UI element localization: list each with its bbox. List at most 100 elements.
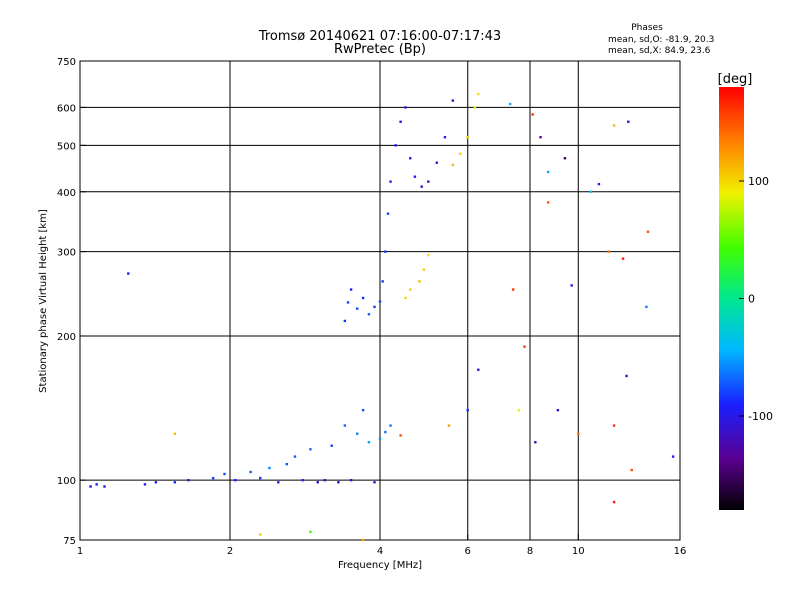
data-point (173, 432, 177, 435)
x-axis-label: Frequency [MHz] (338, 560, 422, 571)
data-point (466, 135, 469, 139)
data-point (268, 466, 271, 470)
data-point (627, 120, 630, 123)
data-point (612, 500, 616, 504)
y-tick-label: 75 (63, 536, 76, 547)
data-point (621, 257, 625, 260)
data-point (570, 284, 573, 287)
data-point (427, 180, 430, 183)
y-tick-label: 600 (57, 103, 76, 114)
data-point (451, 99, 455, 102)
x-tick-label: 16 (674, 546, 687, 557)
chart-title: Tromsø 20140621 07:16:00-07:17:43 (258, 29, 501, 44)
data-point (389, 424, 392, 427)
data-point (523, 345, 526, 348)
data-point (517, 408, 521, 412)
data-point (589, 190, 593, 193)
y-tick-label: 750 (57, 57, 76, 68)
data-point (612, 424, 616, 427)
data-point (367, 441, 371, 444)
data-point (154, 481, 158, 484)
data-point (577, 432, 580, 435)
phase-stats-o: mean, sd,O: -81.9, 20.3 (608, 35, 714, 45)
x-tick-label: 6 (465, 546, 471, 557)
colorbar-tick-label: 100 (748, 175, 769, 188)
data-point (404, 106, 407, 109)
data-point (127, 272, 130, 275)
data-point (95, 483, 98, 486)
data-point (355, 307, 359, 310)
data-point (597, 182, 601, 186)
phase-stats-x: mean, sd,X: 84.9, 23.6 (608, 46, 711, 56)
data-point (309, 530, 312, 534)
x-tick-label: 2 (227, 546, 233, 557)
data-point (211, 476, 215, 480)
data-point (645, 305, 648, 309)
data-point (378, 300, 382, 303)
colorbar: [deg] 100 0 -100 (718, 72, 773, 510)
data-point (223, 472, 226, 476)
colorbar-tick-label: -100 (748, 410, 773, 423)
x-axis-ticks: 1 2 4 6 8 10 16 (77, 534, 687, 557)
y-tick-label: 300 (57, 248, 76, 259)
data-point (361, 408, 365, 412)
y-tick-label: 400 (57, 188, 76, 199)
data-point (447, 424, 451, 427)
data-point (316, 481, 319, 484)
data-points (89, 92, 675, 542)
y-tick-label: 500 (57, 141, 76, 152)
data-point (646, 230, 650, 233)
data-point (234, 478, 237, 482)
y-axis-ticks: 75 100 200 300 400 500 600 750 (57, 57, 86, 547)
data-point (173, 481, 177, 484)
data-point (285, 462, 288, 466)
data-point (477, 92, 480, 96)
data-point (389, 180, 392, 183)
data-point (349, 478, 353, 482)
x-tick-label: 10 (572, 546, 585, 557)
data-point (435, 161, 438, 164)
data-point (511, 288, 515, 291)
data-point (459, 152, 462, 156)
data-point (546, 201, 550, 204)
data-point (103, 485, 106, 488)
data-point (420, 185, 423, 188)
data-point (508, 102, 512, 106)
y-tick-label: 100 (57, 476, 76, 487)
phase-stats-heading: Phases (631, 23, 663, 33)
data-point (671, 455, 675, 458)
data-point (249, 470, 252, 474)
data-point (409, 288, 412, 291)
data-point (373, 305, 376, 309)
data-point (343, 424, 347, 427)
data-point (343, 319, 347, 323)
data-point (394, 144, 397, 147)
data-point (539, 135, 542, 139)
data-point (381, 280, 384, 283)
data-point (378, 437, 382, 440)
data-point (367, 313, 371, 316)
data-point (143, 483, 147, 486)
data-point (323, 478, 327, 482)
data-point (418, 280, 421, 283)
data-point (427, 253, 430, 257)
data-point (346, 301, 350, 304)
data-point (187, 478, 190, 482)
data-point (301, 478, 305, 482)
data-point (355, 432, 359, 435)
data-point (293, 455, 297, 458)
data-point (607, 250, 610, 253)
colorbar-ticks: 100 0 -100 (739, 175, 773, 423)
y-axis-label: Stationary phase Virtual Height [km] (38, 209, 49, 393)
data-point (361, 296, 365, 300)
data-point (330, 444, 333, 447)
data-point (399, 434, 402, 437)
data-point (612, 124, 616, 127)
data-point (373, 481, 376, 484)
data-point (384, 250, 387, 253)
data-point (630, 468, 633, 472)
data-point (625, 374, 628, 378)
data-point (384, 430, 387, 434)
chart-subtitle: RwPretec (Bp) (334, 42, 426, 57)
